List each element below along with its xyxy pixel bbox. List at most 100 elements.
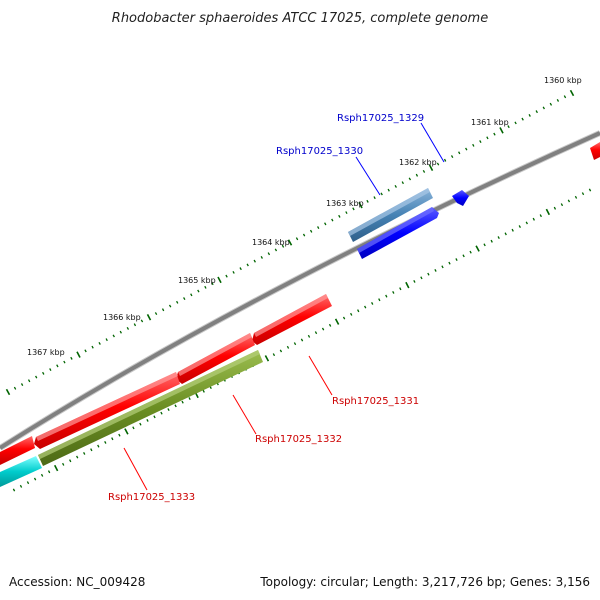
major-tick bbox=[358, 201, 363, 209]
major-tick bbox=[428, 164, 434, 171]
gene-feature-rsph17025-1329[interactable] bbox=[452, 190, 469, 206]
minor-tick bbox=[479, 140, 482, 144]
gene-labels: Rsph17025_1329 Rsph17025_1330 Rsph17025_… bbox=[108, 113, 445, 503]
minor-tick bbox=[146, 418, 149, 422]
minor-tick bbox=[486, 136, 489, 140]
major-tick bbox=[146, 314, 152, 321]
minor-tick bbox=[455, 258, 458, 262]
minor-tick bbox=[132, 426, 135, 430]
leader-line bbox=[123, 447, 148, 491]
minor-tick bbox=[422, 169, 426, 173]
tick-label: 1360 kbp bbox=[544, 76, 582, 85]
minor-tick bbox=[535, 110, 538, 114]
minor-tick bbox=[188, 397, 191, 401]
gene-label-rsph17025-1332[interactable]: Rsph17025_1332 bbox=[255, 434, 342, 445]
minor-tick bbox=[176, 300, 179, 304]
minor-tick bbox=[443, 158, 447, 162]
minor-tick bbox=[183, 297, 186, 301]
minor-tick bbox=[97, 444, 100, 448]
minor-tick bbox=[104, 440, 107, 444]
minor-tick bbox=[307, 334, 311, 338]
minor-tick bbox=[408, 177, 412, 181]
gene-feature-rsph17025-1333[interactable] bbox=[0, 456, 42, 487]
minor-tick bbox=[342, 316, 346, 320]
gene-feature-red-cds-right[interactable] bbox=[590, 142, 600, 160]
accession-text: Accession: NC_009428 bbox=[9, 575, 145, 589]
minor-tick bbox=[119, 330, 122, 334]
minor-tick bbox=[76, 455, 79, 459]
map-title: Rhodobacter sphaeroides ATCC 17025, comp… bbox=[112, 11, 488, 26]
gene-feature-red-cds-left[interactable] bbox=[34, 372, 180, 449]
minor-tick bbox=[399, 287, 402, 291]
minor-tick bbox=[225, 274, 228, 278]
minor-tick bbox=[518, 225, 521, 229]
gene-feature-rsph17025-1332[interactable] bbox=[38, 350, 263, 466]
gene-label-rsph17025-1330[interactable]: Rsph17025_1330 bbox=[276, 146, 363, 157]
minor-tick bbox=[133, 323, 137, 327]
minor-tick bbox=[309, 229, 313, 233]
minor-tick bbox=[267, 252, 271, 256]
minor-tick bbox=[33, 477, 37, 481]
minor-tick bbox=[20, 383, 24, 387]
minor-tick bbox=[357, 309, 360, 313]
gene-feature-red-cds-edge[interactable] bbox=[0, 436, 35, 465]
minor-tick bbox=[63, 360, 66, 364]
minor-tick bbox=[286, 345, 290, 349]
minor-tick bbox=[197, 289, 200, 293]
minor-tick bbox=[111, 437, 114, 441]
minor-tick bbox=[274, 248, 278, 252]
minor-tick bbox=[567, 199, 571, 203]
minor-tick bbox=[253, 259, 256, 263]
minor-tick bbox=[542, 106, 545, 110]
minor-tick bbox=[91, 345, 94, 349]
minor-tick bbox=[385, 294, 388, 298]
minor-tick bbox=[371, 301, 374, 305]
minor-tick bbox=[324, 222, 327, 226]
minor-tick bbox=[246, 263, 249, 267]
major-tick bbox=[475, 245, 480, 252]
tick-label: 1365 kbp bbox=[178, 276, 216, 285]
minor-tick bbox=[472, 143, 475, 147]
minor-tick bbox=[295, 237, 299, 241]
minor-tick bbox=[532, 217, 535, 221]
minor-tick bbox=[525, 221, 528, 225]
minor-tick bbox=[13, 386, 17, 390]
minor-tick bbox=[465, 147, 468, 151]
gene-label-rsph17025-1329[interactable]: Rsph17025_1329 bbox=[337, 113, 424, 124]
minor-tick bbox=[469, 250, 472, 254]
minor-tick bbox=[462, 254, 465, 258]
tick-label: 1364 kbp bbox=[252, 238, 290, 247]
gene-feature-blue-cds[interactable] bbox=[357, 207, 439, 259]
minor-tick bbox=[588, 188, 592, 192]
minor-tick bbox=[83, 451, 86, 455]
gene-feature-rsph17025-1331[interactable] bbox=[252, 294, 332, 345]
minor-tick bbox=[441, 265, 444, 269]
minor-tick bbox=[350, 312, 353, 316]
major-tick bbox=[334, 318, 340, 325]
minor-tick bbox=[302, 233, 306, 237]
minor-tick bbox=[497, 236, 500, 240]
tick-label: 1363 kbp bbox=[326, 199, 364, 208]
minor-tick bbox=[364, 305, 367, 309]
minor-tick bbox=[420, 276, 423, 280]
minor-tick bbox=[70, 356, 73, 360]
gene-feature-rsph17025-1330[interactable] bbox=[348, 188, 433, 242]
gene-label-rsph17025-1331[interactable]: Rsph17025_1331 bbox=[332, 396, 419, 407]
minor-tick bbox=[161, 308, 165, 312]
leader-line bbox=[420, 122, 445, 163]
minor-tick bbox=[35, 375, 38, 379]
minor-tick bbox=[321, 327, 325, 331]
minor-tick bbox=[448, 261, 451, 265]
minor-tick bbox=[574, 195, 578, 199]
major-tick bbox=[76, 351, 81, 358]
gene-feature-red-cds-middle[interactable] bbox=[176, 333, 255, 384]
minor-tick bbox=[490, 239, 493, 243]
gene-label-rsph17025-1333[interactable]: Rsph17025_1333 bbox=[108, 492, 195, 503]
minor-tick bbox=[49, 368, 52, 372]
minor-tick bbox=[181, 400, 184, 404]
minor-tick bbox=[556, 98, 560, 102]
minor-tick bbox=[126, 326, 130, 330]
minor-tick bbox=[345, 211, 348, 215]
major-tick bbox=[287, 239, 293, 246]
